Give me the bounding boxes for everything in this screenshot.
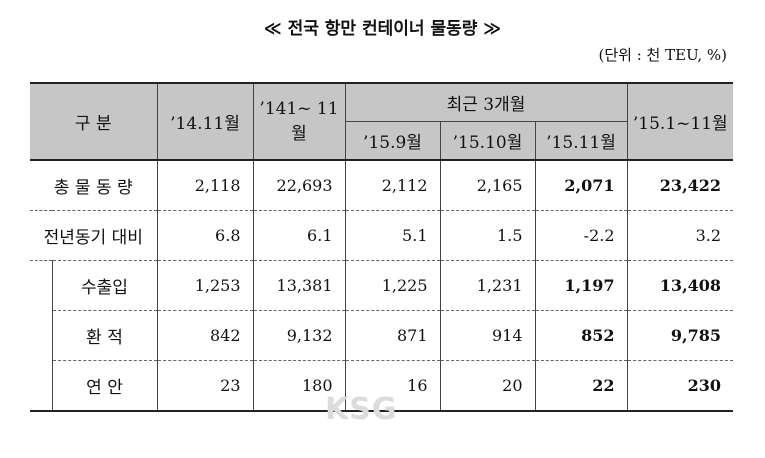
table-row: 총 물 동 량 2,118 22,693 2,112 2,165 2,071 23,422 bbox=[30, 160, 734, 211]
header-cell: ’15.11월 bbox=[534, 121, 628, 161]
table-cell: 914 bbox=[439, 310, 536, 361]
table-cell: 5.1 bbox=[344, 210, 441, 261]
table-cell: 6.1 bbox=[252, 210, 346, 261]
table-cell: 9,785 bbox=[626, 310, 734, 361]
table-cell: 871 bbox=[344, 310, 441, 361]
table-cell: 1,225 bbox=[344, 260, 441, 311]
table-row: 환 적 842 9,132 871 914 852 9,785 bbox=[30, 310, 734, 361]
header-cell: 최근 3개월 bbox=[344, 82, 628, 122]
table-cell: 20 bbox=[439, 360, 536, 412]
row-label: 전년동기 대비 bbox=[30, 210, 158, 261]
table-cell: 230 bbox=[626, 360, 734, 412]
table-cell: 2,165 bbox=[439, 160, 536, 211]
table-cell: 1,231 bbox=[439, 260, 536, 311]
row-label: 총 물 동 량 bbox=[30, 160, 158, 211]
table-cell: 22,693 bbox=[252, 160, 346, 211]
watermark: KSG bbox=[325, 392, 398, 427]
title: ≪ 전국 항만 컨테이너 물동량 ≫ bbox=[263, 19, 502, 39]
table-cell: 13,408 bbox=[626, 260, 734, 311]
table-cell: 16 bbox=[344, 360, 441, 412]
table-cell: 23 bbox=[156, 360, 254, 412]
table-cell: 3.2 bbox=[626, 210, 734, 261]
table-row: 연 안 23 180 16 20 22 230 bbox=[30, 360, 734, 412]
row-label: 환 적 bbox=[52, 310, 158, 361]
header-cell: ’15.9월 bbox=[345, 121, 441, 161]
table-cell: 852 bbox=[534, 310, 628, 361]
header-cell: ’14.11월 bbox=[156, 82, 254, 161]
table-cell: 2,118 bbox=[156, 160, 254, 211]
table-cell: 1,253 bbox=[156, 260, 254, 311]
indent-cell bbox=[30, 260, 53, 411]
table-cell: 13,381 bbox=[252, 260, 346, 311]
table-cell: 2,112 bbox=[344, 160, 441, 211]
unit: (단위 : 천 TEU, %) bbox=[598, 46, 727, 64]
table-row: 전년동기 대비 6.8 6.1 5.1 1.5 -2.2 3.2 bbox=[30, 210, 734, 261]
header-cell: 구 분 bbox=[30, 82, 158, 161]
table-cell: 1,197 bbox=[534, 260, 628, 311]
header-cell: ’15.10월 bbox=[439, 121, 536, 161]
table-cell: 9,132 bbox=[252, 310, 346, 361]
table: 구 분 ’14.11월 ’141~ 11월 최근 3개월 ’15.1~11월 ’… bbox=[30, 82, 734, 412]
header-cell: ’15.1~11월 bbox=[626, 82, 734, 161]
header-cell: ’141~ 11월 bbox=[252, 82, 346, 161]
table-cell: 23,422 bbox=[626, 160, 734, 211]
table-cell: 1.5 bbox=[439, 210, 536, 261]
row-label: 수출입 bbox=[52, 260, 158, 311]
table-body: 총 물 동 량 2,118 22,693 2,112 2,165 2,071 23,422 전… bbox=[30, 160, 734, 412]
row-label: 연 안 bbox=[52, 360, 158, 412]
table-cell: 2,071 bbox=[534, 160, 628, 211]
table-cell: -2.2 bbox=[534, 210, 628, 261]
table-cell: 842 bbox=[156, 310, 254, 361]
table-row: 수출입 1,253 13,381 1,225 1,231 1,197 13,408 bbox=[30, 260, 734, 411]
table-cell: 22 bbox=[534, 360, 628, 412]
table-cell: 6.8 bbox=[156, 210, 254, 261]
